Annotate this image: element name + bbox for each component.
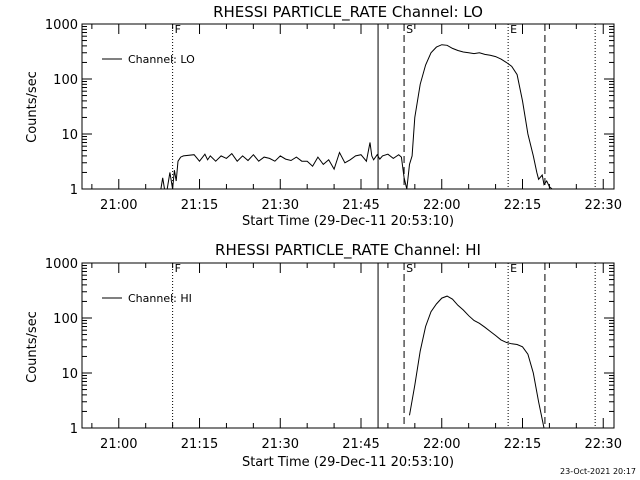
x-axis-label: Start Time (29-Dec-11 20:53:10) — [242, 455, 454, 470]
x-tick-label: 21:30 — [262, 437, 299, 452]
x-tick-label: 22:30 — [585, 437, 622, 452]
y-tick-label: 1 — [70, 422, 78, 437]
y-axis-label: Counts/sec — [25, 71, 40, 143]
x-tick-label: 21:45 — [342, 198, 379, 213]
series-line — [409, 295, 545, 429]
x-tick-label: 21:15 — [181, 437, 218, 452]
chart-title: RHESSI PARTICLE_RATE Channel: LO — [213, 3, 483, 22]
y-tick-label: 10 — [61, 367, 78, 382]
y-tick-label: 1000 — [45, 18, 78, 33]
legend-entry: Channel: LO — [128, 53, 195, 66]
y-tick-label: 10 — [61, 128, 78, 143]
event-marker-label: S — [406, 23, 413, 36]
y-tick-label: 1 — [70, 183, 78, 198]
x-tick-label: 21:45 — [342, 437, 379, 452]
legend-entry: Channel: HI — [128, 292, 192, 305]
y-axis-label: Counts/sec — [25, 311, 40, 383]
event-marker-label: F — [175, 262, 181, 275]
series-line — [160, 44, 553, 190]
chart-marks: 1 10 100 1000 21:00 21:15 21:30 21:45 22:00 22:15… — [45, 18, 622, 452]
chart-title: RHESSI PARTICLE_RATE Channel: HI — [215, 241, 481, 260]
y-tick-label: 100 — [53, 73, 78, 88]
x-tick-label: 21:30 — [262, 198, 299, 213]
x-tick-label: 22:00 — [423, 437, 460, 452]
x-tick-label: 22:00 — [423, 198, 460, 213]
event-marker-label: E — [510, 23, 517, 36]
panel-hi: RHESSI PARTICLE_RATE Channel: HI Start T… — [25, 241, 481, 470]
event-marker-label: S — [406, 262, 413, 275]
footer-timestamp: 23-Oct-2021 20:17 — [560, 467, 636, 476]
x-tick-label: 22:15 — [504, 198, 541, 213]
y-tick-label: 100 — [53, 312, 78, 327]
x-tick-label: 22:15 — [504, 437, 541, 452]
x-axis-label: Start Time (29-Dec-11 20:53:10) — [242, 214, 454, 229]
panel-lo: RHESSI PARTICLE_RATE Channel: LO Start T… — [25, 3, 483, 229]
event-marker-label: F — [175, 23, 181, 36]
x-tick-label: 22:30 — [585, 198, 622, 213]
y-tick-label: 1000 — [45, 257, 78, 272]
plot-frame — [81, 23, 615, 190]
event-marker-label: E — [510, 262, 517, 275]
plot-frame — [81, 262, 615, 429]
x-tick-label: 21:00 — [100, 198, 137, 213]
x-tick-label: 21:00 — [100, 437, 137, 452]
x-tick-label: 21:15 — [181, 198, 218, 213]
